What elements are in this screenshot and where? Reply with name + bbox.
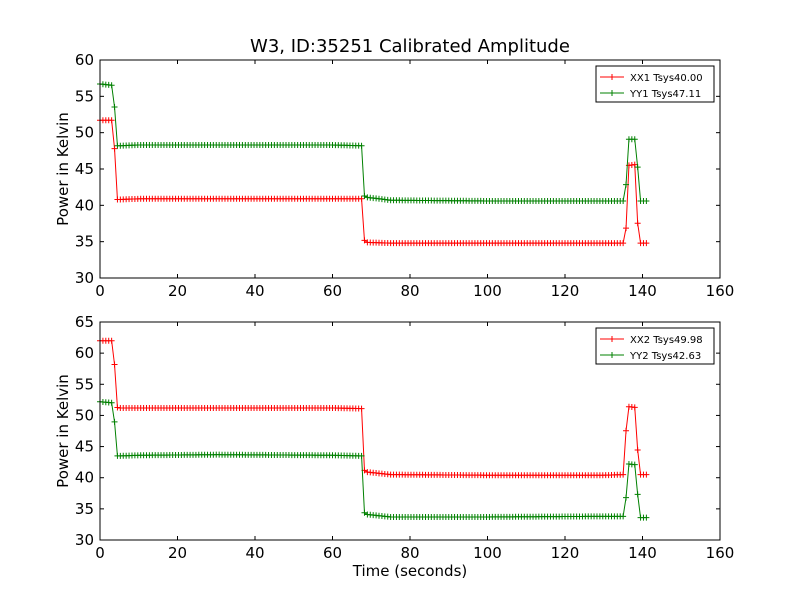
chart-title: W3, ID:35251 Calibrated Amplitude <box>250 36 570 57</box>
series-markers <box>97 398 650 521</box>
bottom-panel: 0 20 40 60 80 100 120 140 160 30 35 40 45 50 55 60 65 XX2… <box>75 313 734 562</box>
x-tick-label: 100 <box>473 282 502 300</box>
legend-label: YY2 Tsys42.63 <box>629 351 701 362</box>
y-tick-label: 35 <box>75 500 94 518</box>
y-tick-label: 50 <box>75 124 94 142</box>
y-tick-label: 30 <box>75 531 94 549</box>
series-line <box>99 401 647 519</box>
x-tick-label: 80 <box>400 282 419 300</box>
x-tick-label: 140 <box>628 544 657 562</box>
x-tick-label: 160 <box>706 544 735 562</box>
legend-marker <box>609 90 615 96</box>
y-tick-label: 60 <box>75 51 94 69</box>
series-2-panel-1 <box>97 80 650 204</box>
x-tick-label: 0 <box>95 544 105 562</box>
legend: XX1 Tsys40.00 YY1 Tsys47.11 <box>595 65 715 103</box>
x-axis-label: Time (seconds) <box>352 562 468 580</box>
legend-marker <box>609 336 615 342</box>
series-2-panel-2 <box>97 398 650 521</box>
y-tick-label: 45 <box>75 160 94 178</box>
legend-label: XX2 Tsys49.98 <box>630 335 703 346</box>
y-tick-label: 55 <box>75 87 94 105</box>
x-tick-label: 160 <box>706 282 735 300</box>
legend-box <box>595 65 715 103</box>
y-tick-label: 40 <box>75 196 94 214</box>
series-markers <box>97 117 650 247</box>
x-tick-label: 140 <box>628 282 657 300</box>
series-markers <box>97 80 650 204</box>
series-markers <box>97 337 650 479</box>
x-tick-label: 120 <box>551 544 580 562</box>
series-1-panel-2 <box>97 337 650 479</box>
y-tick-label: 45 <box>75 438 94 456</box>
y-tick-label: 65 <box>75 313 94 331</box>
y-tick-label: 55 <box>75 375 94 393</box>
top-panel: 0 20 40 60 80 100 120 140 160 30 35 40 45 50 55 60 XX1 T… <box>75 51 734 300</box>
series-line <box>100 119 647 244</box>
x-tick-label: 20 <box>168 282 187 300</box>
series-line <box>99 83 647 202</box>
x-tick-label: 60 <box>323 282 342 300</box>
y-tick-label: 40 <box>75 469 94 487</box>
series-1-panel-1 <box>97 117 650 247</box>
y-tick-label: 50 <box>75 406 94 424</box>
legend-label: XX1 Tsys40.00 <box>630 73 703 84</box>
x-tick-label: 40 <box>245 282 264 300</box>
x-tick-label: 0 <box>95 282 105 300</box>
y-axis-label-bottom: Power in Kelvin <box>54 374 72 488</box>
x-tick-label: 120 <box>551 282 580 300</box>
legend-label: YY1 Tsys47.11 <box>629 89 701 100</box>
y-tick-label: 60 <box>75 344 94 362</box>
y-tick-label: 30 <box>75 269 94 287</box>
legend: XX2 Tsys49.98 YY2 Tsys42.63 <box>595 327 715 365</box>
x-tick-label: 40 <box>245 544 264 562</box>
legend-box <box>595 327 715 365</box>
legend-marker <box>609 74 615 80</box>
legend-marker <box>609 352 615 358</box>
x-tick-label: 60 <box>323 544 342 562</box>
x-tick-label: 100 <box>473 544 502 562</box>
x-tick-label: 20 <box>168 544 187 562</box>
y-axis-label-top: Power in Kelvin <box>54 112 72 226</box>
x-tick-label: 80 <box>400 544 419 562</box>
y-tick-label: 35 <box>75 233 94 251</box>
